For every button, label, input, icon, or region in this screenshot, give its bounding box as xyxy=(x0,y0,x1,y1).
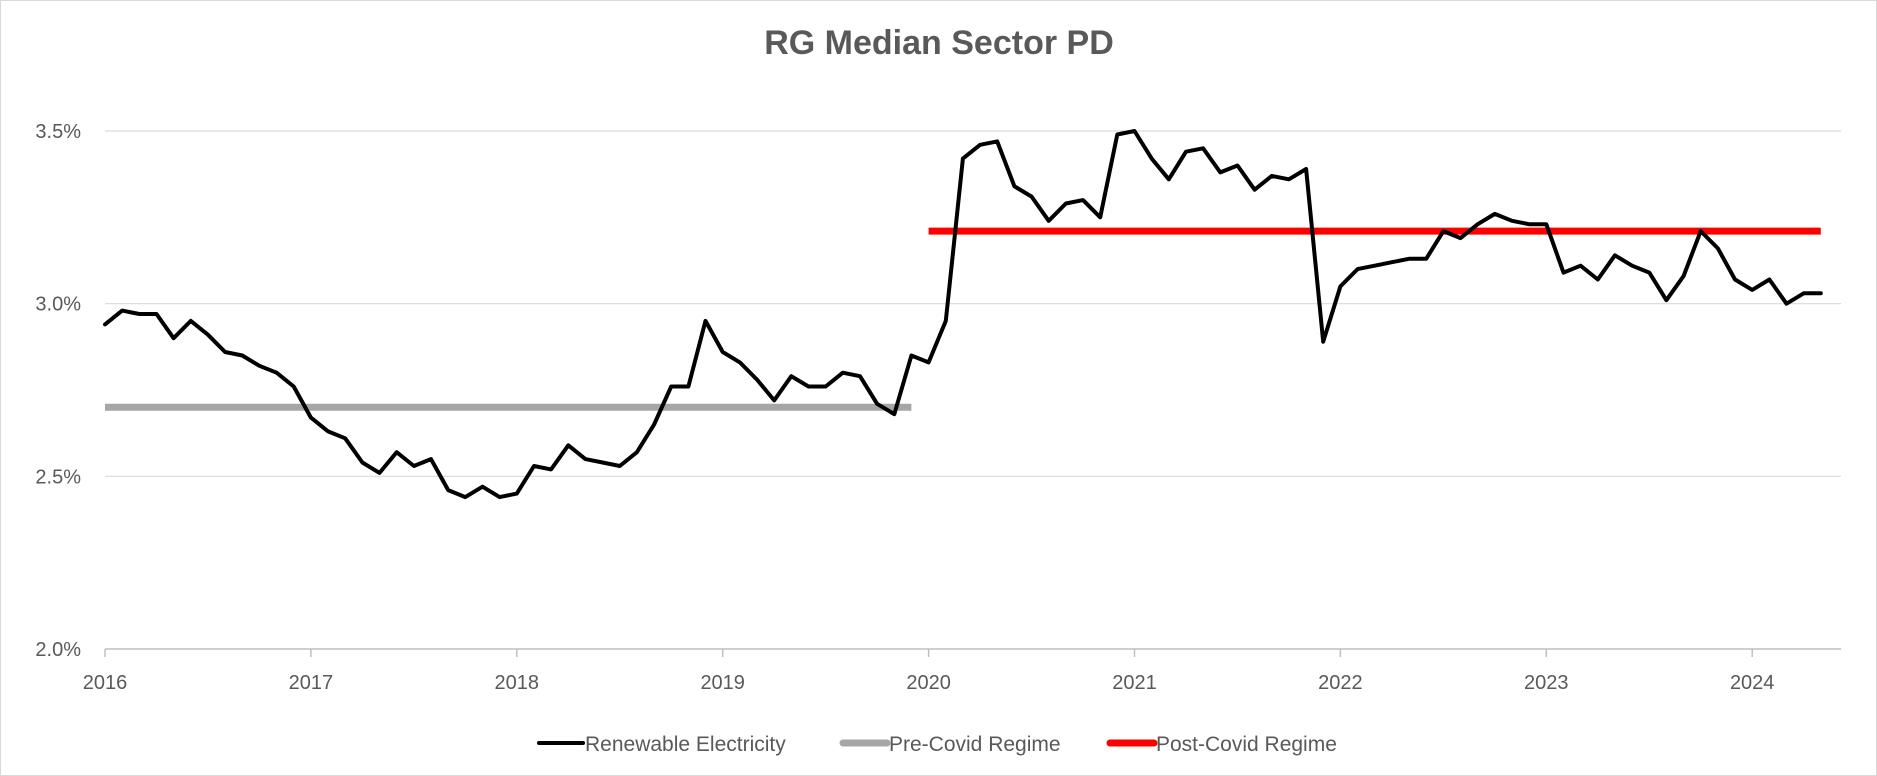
x-axis-ticks: 2016 2017 2018 2019 2020 2021 2022 2023 2024 xyxy=(83,649,1775,694)
regime-lines xyxy=(105,227,1821,411)
y-tick-label: 2.5% xyxy=(35,466,81,488)
series-lines xyxy=(103,129,1823,500)
legend-label: Post-Covid Regime xyxy=(1156,733,1337,756)
y-tick-label: 2.0% xyxy=(35,639,81,661)
y-axis-ticks: 2.0% 2.5% 3.0% 3.5% xyxy=(35,121,81,661)
x-tick-label: 2022 xyxy=(1318,672,1363,694)
gridlines xyxy=(105,130,1841,650)
x-tick-label: 2020 xyxy=(906,672,951,694)
x-tick-label: 2019 xyxy=(700,672,745,694)
y-tick-label: 3.0% xyxy=(35,294,81,316)
x-tick-label: 2021 xyxy=(1112,672,1157,694)
legend-label: Renewable Electricity xyxy=(585,733,786,756)
x-tick-label: 2018 xyxy=(495,672,540,694)
x-tick-label: 2023 xyxy=(1524,672,1569,694)
x-tick-label: 2017 xyxy=(289,672,334,694)
legend: Renewable Electricity Pre-Covid Regime Pos… xyxy=(537,733,1337,756)
legend-label: Pre-Covid Regime xyxy=(889,733,1061,756)
x-tick-label: 2024 xyxy=(1730,672,1775,694)
series-line-renewable-electricity xyxy=(103,129,1823,500)
y-tick-label: 3.5% xyxy=(35,121,81,143)
x-tick-label: 2016 xyxy=(83,672,128,694)
chart-title: RG Median Sector PD xyxy=(764,24,1114,62)
